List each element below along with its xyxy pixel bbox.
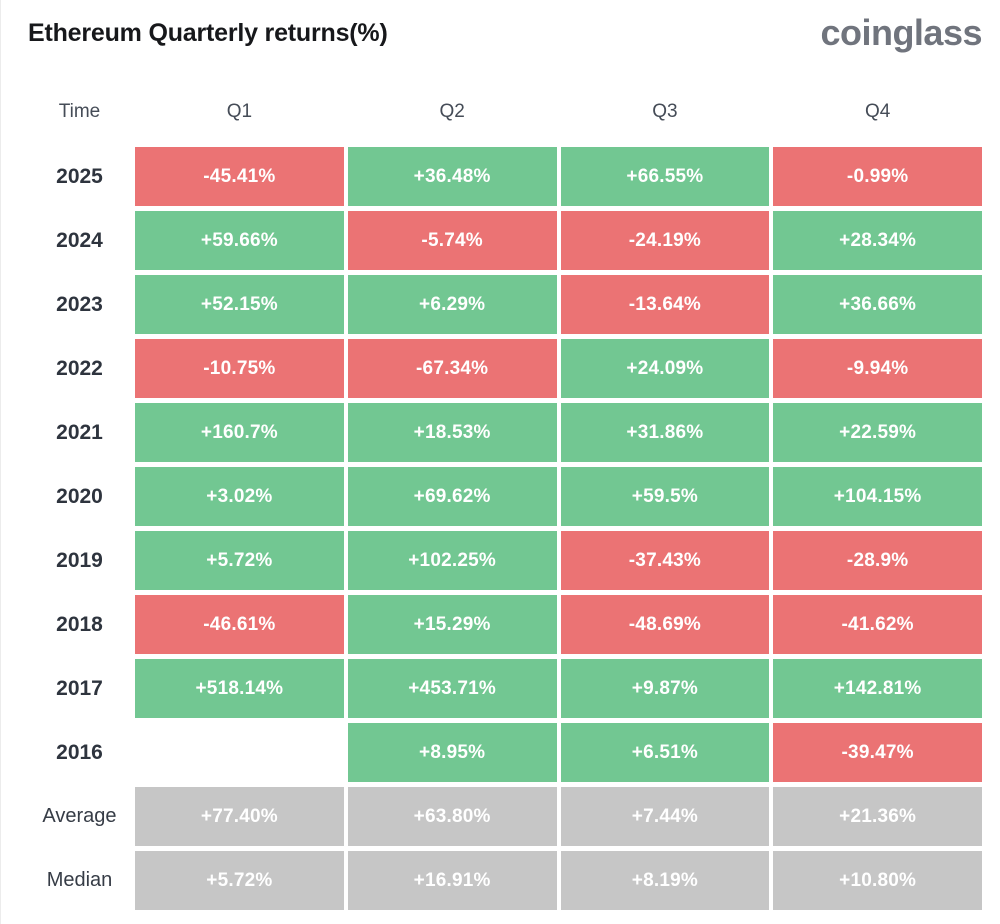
return-cell: +31.86% bbox=[560, 403, 770, 462]
return-cell: +104.15% bbox=[773, 467, 982, 526]
table-row: 2022 -10.75% -67.34% +24.09% -9.94% bbox=[28, 339, 982, 398]
return-cell: -10.75% bbox=[135, 339, 344, 398]
return-cell: +36.48% bbox=[347, 147, 557, 206]
table-row: 2020 +3.02% +69.62% +59.5% +104.15% bbox=[28, 467, 982, 526]
return-cell: +102.25% bbox=[347, 531, 557, 590]
return-cell: -37.43% bbox=[560, 531, 770, 590]
topbar: Ethereum Quarterly returns(%) coinglass bbox=[28, 14, 982, 66]
return-cell: -45.41% bbox=[135, 147, 344, 206]
table-header-row: Time Q1 Q2 Q3 Q4 bbox=[28, 100, 982, 124]
row-label: 2024 bbox=[56, 228, 103, 252]
return-cell: -28.9% bbox=[773, 531, 982, 590]
table-row: 2019 +5.72% +102.25% -37.43% -28.9% bbox=[28, 531, 982, 590]
column-header-q4: Q4 bbox=[864, 101, 891, 122]
row-label: 2023 bbox=[56, 292, 103, 316]
row-label: 2016 bbox=[56, 740, 103, 764]
return-cell: +6.51% bbox=[560, 723, 770, 782]
return-cell: +22.59% bbox=[773, 403, 982, 462]
return-cell: -5.74% bbox=[347, 211, 557, 270]
column-header-q1: Q1 bbox=[226, 101, 253, 122]
return-cell: -9.94% bbox=[773, 339, 982, 398]
row-label: 2017 bbox=[56, 676, 103, 700]
return-cell: +9.87% bbox=[560, 659, 770, 718]
row-label: 2022 bbox=[56, 356, 103, 380]
row-label: 2021 bbox=[56, 420, 103, 444]
return-cell: +453.71% bbox=[347, 659, 557, 718]
return-cell: +21.36% bbox=[773, 787, 982, 846]
return-cell: +66.55% bbox=[560, 147, 770, 206]
return-cell: +16.91% bbox=[347, 851, 557, 910]
row-label: Median bbox=[46, 869, 113, 891]
row-label: 2019 bbox=[56, 548, 103, 572]
table-row: Median +5.72% +16.91% +8.19% +10.80% bbox=[28, 851, 982, 910]
table-row: 2021 +160.7% +18.53% +31.86% +22.59% bbox=[28, 403, 982, 462]
return-cell: +8.95% bbox=[347, 723, 557, 782]
return-cell: +5.72% bbox=[135, 531, 344, 590]
table-row: 2016 +8.95% +6.51% -39.47% bbox=[28, 723, 982, 782]
return-cell: +59.66% bbox=[135, 211, 344, 270]
row-label: 2025 bbox=[56, 164, 103, 188]
return-cell: +69.62% bbox=[347, 467, 557, 526]
table-row: Average +77.40% +63.80% +7.44% +21.36% bbox=[28, 787, 982, 846]
table-row: 2025 -45.41% +36.48% +66.55% -0.99% bbox=[28, 147, 982, 206]
return-cell: +5.72% bbox=[135, 851, 344, 910]
return-cell: -24.19% bbox=[560, 211, 770, 270]
column-header-q2: Q2 bbox=[439, 101, 465, 122]
return-cell: -46.61% bbox=[135, 595, 344, 654]
return-cell: -39.47% bbox=[773, 723, 982, 782]
table-row: 2018 -46.61% +15.29% -48.69% -41.62% bbox=[28, 595, 982, 654]
return-cell: +28.34% bbox=[773, 211, 982, 270]
return-cell: -67.34% bbox=[347, 339, 557, 398]
return-cell: -13.64% bbox=[560, 275, 770, 334]
row-label: 2018 bbox=[56, 612, 103, 636]
return-cell: +518.14% bbox=[135, 659, 344, 718]
table-row: 2023 +52.15% +6.29% -13.64% +36.66% bbox=[28, 275, 982, 334]
return-cell: +142.81% bbox=[773, 659, 982, 718]
returns-table: Time Q1 Q2 Q3 Q4 2025 -45.41% +36.48% +66.55% -0… bbox=[28, 100, 982, 910]
return-cell: +63.80% bbox=[347, 787, 557, 846]
return-cell: +160.7% bbox=[135, 403, 344, 462]
return-cell: +77.40% bbox=[135, 787, 344, 846]
page-title: Ethereum Quarterly returns(%) bbox=[28, 19, 388, 47]
return-cell: -41.62% bbox=[773, 595, 982, 654]
return-cell: +36.66% bbox=[773, 275, 982, 334]
coinglass-logo: coinglass bbox=[820, 12, 982, 53]
table-row: 2017 +518.14% +453.71% +9.87% +142.81% bbox=[28, 659, 982, 718]
table-row: 2024 +59.66% -5.74% -24.19% +28.34% bbox=[28, 211, 982, 270]
column-header-q3: Q3 bbox=[652, 101, 678, 122]
column-header-time: Time bbox=[58, 101, 101, 122]
return-cell: -0.99% bbox=[773, 147, 982, 206]
return-cell: +3.02% bbox=[135, 467, 344, 526]
table-body: 2025 -45.41% +36.48% +66.55% -0.99% 2024 +59.6… bbox=[28, 147, 982, 910]
row-label: 2020 bbox=[56, 484, 103, 508]
row-label: Average bbox=[42, 805, 117, 827]
return-cell: +15.29% bbox=[347, 595, 557, 654]
return-cell bbox=[135, 723, 344, 782]
return-cell: +8.19% bbox=[560, 851, 770, 910]
return-cell: +7.44% bbox=[560, 787, 770, 846]
return-cell: +59.5% bbox=[560, 467, 770, 526]
return-cell: +10.80% bbox=[773, 851, 982, 910]
return-cell: +24.09% bbox=[560, 339, 770, 398]
return-cell: -48.69% bbox=[560, 595, 770, 654]
return-cell: +6.29% bbox=[347, 275, 557, 334]
return-cell: +18.53% bbox=[347, 403, 557, 462]
return-cell: +52.15% bbox=[135, 275, 344, 334]
